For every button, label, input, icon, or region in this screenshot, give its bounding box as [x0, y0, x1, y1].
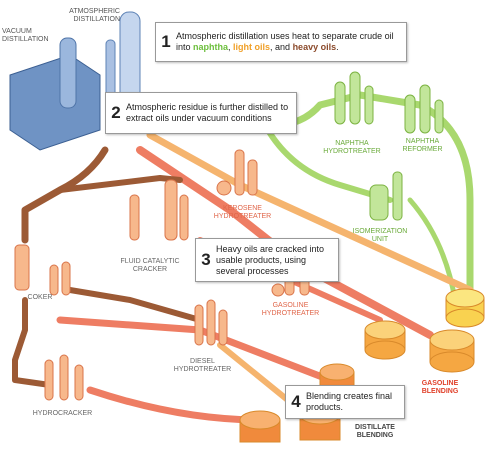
callout-text: Heavy oils are cracked into usable produ… [216, 244, 338, 277]
callout: 2 Atmospheric residue is further distill… [105, 92, 297, 134]
vacuum-building [10, 55, 100, 150]
callout-text: Atmospheric residue is further distilled… [126, 102, 296, 124]
text-segment: heavy oils [293, 42, 337, 52]
page: {"callouts": [ {"number": "1", "segments… [0, 0, 486, 450]
callout-number: 3 [196, 250, 216, 270]
unit-label: Gasoline Hydrotreater [258, 302, 323, 318]
unit-label: Diesel Hydrotreater [170, 358, 235, 374]
text-segment: naphtha [193, 42, 228, 52]
heavy-oil-pipe [25, 150, 105, 240]
callout: 3 Heavy oils are cracked into usable pro… [195, 238, 339, 282]
unit-label: Gasoline Blending [410, 380, 470, 396]
unit-label: Distillate Blending [345, 424, 405, 440]
unit-label: Naphtha Reformer [395, 138, 450, 154]
unit-label: Vacuum Distillation [2, 28, 52, 44]
unit-label: Kerosene Hydrotreater [210, 205, 275, 221]
unit-label: Coker [20, 294, 60, 302]
unit-label: Naphtha Hydrotreater [322, 140, 382, 156]
callout-number: 1 [156, 32, 176, 52]
text-segment: . [336, 42, 339, 52]
callout-text: Atmospheric distillation uses heat to se… [176, 31, 406, 53]
text-segment: light oils [233, 42, 270, 52]
unit-label: Fluid Catalytic Cracker [115, 258, 185, 274]
callout: 4 Blending creates final products. [285, 385, 405, 419]
heavy-oil-pipe [70, 290, 200, 320]
red-pipe [90, 390, 260, 420]
unit-label: Hydrocracker [30, 410, 95, 418]
callout-text: Blending creates final products. [306, 391, 404, 413]
callout-number: 4 [286, 392, 306, 412]
callout: 1 Atmospheric distillation uses heat to … [155, 22, 407, 62]
unit-label: Atmospheric Distillation [60, 8, 120, 24]
text-segment: , and [270, 42, 293, 52]
callout-number: 2 [106, 103, 126, 123]
naphtha-pipe [410, 200, 455, 300]
unit-label: Isomerization Unit [350, 228, 410, 244]
vacuum-tower [60, 38, 76, 108]
